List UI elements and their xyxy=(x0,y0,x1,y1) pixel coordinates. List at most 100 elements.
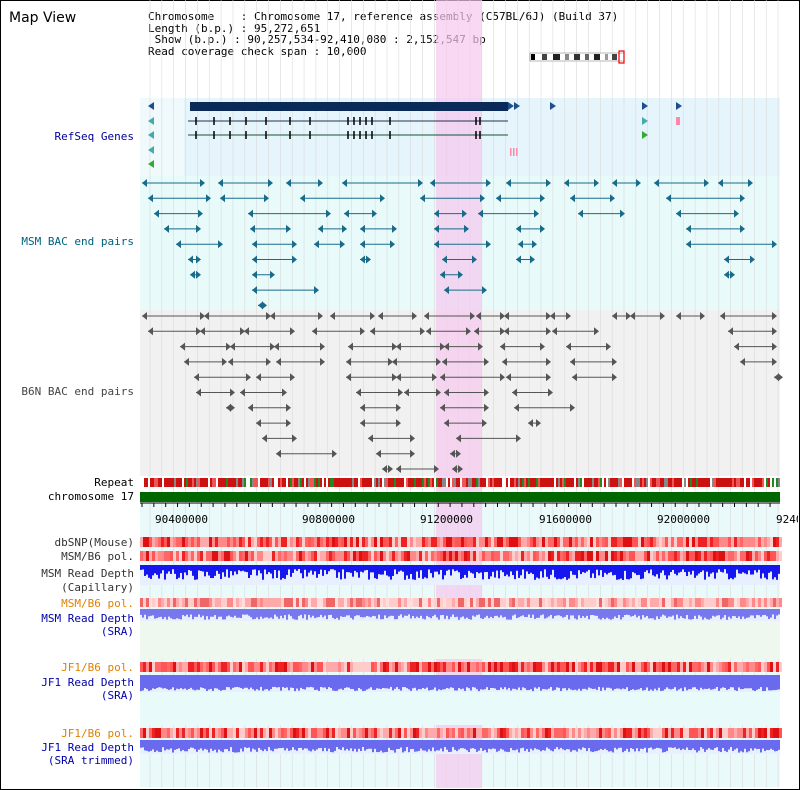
jf1-b6-pol-cell xyxy=(404,662,407,672)
repeat-segment xyxy=(360,478,362,487)
ruler-label-2: 90800000 xyxy=(302,513,355,526)
jf1-depth-trim-bar xyxy=(316,740,318,750)
jf1-b6-pol-cell xyxy=(617,662,620,672)
jf1-depth-sra-bar xyxy=(244,675,246,688)
repeat-segment xyxy=(704,478,706,487)
jf1-b6-pol-cell xyxy=(311,662,314,672)
jf1-b6-pol2-cell xyxy=(395,728,398,738)
msm-bac-pair-end xyxy=(148,194,153,203)
jf1-depth-sra-bar xyxy=(584,675,586,689)
jf1-depth-sra-bar xyxy=(702,675,704,690)
jf1-b6-pol-cell xyxy=(674,662,677,672)
jf1-depth-trim-bar xyxy=(724,740,726,751)
jf1-b6-pol2-cell xyxy=(173,728,176,738)
jf1-b6-pol-cell xyxy=(701,662,704,672)
jf1-depth-sra-bar xyxy=(484,675,486,690)
repeat-track[interactable] xyxy=(140,478,780,487)
jf1-depth-sra-bar xyxy=(230,675,232,690)
jf1-depth-trim-bar xyxy=(754,740,756,749)
msm-depth-sra-bar xyxy=(568,609,570,620)
b6n-bac-pair-end xyxy=(266,357,271,366)
repeat-segment xyxy=(724,478,726,487)
jf1-depth-sra-bar xyxy=(166,675,168,690)
jf1-b6-pol-cell xyxy=(353,662,356,672)
jf1-depth-trim-bar xyxy=(676,740,678,750)
jf1-depth-sra-bar xyxy=(176,675,178,689)
dbsnp-cell xyxy=(350,537,353,547)
dbsnp-cell xyxy=(371,537,374,547)
jf1-depth-trim-bar xyxy=(646,740,648,753)
jf1-depth-trim-bar xyxy=(202,740,204,751)
msm-depth-cap-bar xyxy=(464,565,466,575)
msm-depth-cap-bar xyxy=(396,565,398,575)
b6n-bac-pair-end xyxy=(500,373,505,382)
msm-bac-end-pairs-track[interactable] xyxy=(142,179,777,310)
jf1-b6-pol-cell xyxy=(626,662,629,672)
jf1-b6-pol-cell xyxy=(176,662,179,672)
msm-depth-sra-bar xyxy=(576,609,578,620)
msm-depth-sra-bar xyxy=(694,609,696,616)
dbsnp-cell xyxy=(353,537,356,547)
msm-depth-cap-bar xyxy=(300,565,302,574)
jf1-b6-pol-cell xyxy=(602,662,605,672)
msm-bac-pair-end xyxy=(220,194,225,203)
msm-depth-cap-bar xyxy=(746,565,748,575)
label-msm-b6-pol-1: MSM/B6 pol. xyxy=(61,550,134,563)
b6n-bac-pair-end xyxy=(676,312,681,320)
jf1-b6-pol2-cell xyxy=(764,728,767,738)
msm-b6-pol2-cell xyxy=(587,598,590,607)
msm-depth-sra-bar xyxy=(346,609,348,616)
msm-b6-pol-cell xyxy=(338,551,341,561)
msm-depth-sra-bar xyxy=(480,609,482,619)
repeat-segment xyxy=(412,478,414,487)
chromosome-ideogram[interactable] xyxy=(529,50,625,64)
jf1-depth-sra-bar xyxy=(646,675,648,688)
chromosome-17-bar[interactable] xyxy=(140,492,780,502)
jf1-b6-pol2-cell xyxy=(590,728,593,738)
jf1-b6-pol-cell xyxy=(428,662,431,672)
jf1-depth-sra-bar xyxy=(188,675,190,689)
repeat-segment xyxy=(512,478,514,487)
msm-b6-pol-cell xyxy=(584,551,587,561)
msm-depth-cap-bar xyxy=(402,565,404,572)
b6n-bac-end-pairs-track[interactable] xyxy=(142,312,783,473)
jf1-depth-trim-bar xyxy=(644,740,646,748)
msm-b6-pol2-cell xyxy=(761,598,764,607)
repeat-segment xyxy=(608,478,610,487)
msm-depth-cap-bar xyxy=(514,565,516,580)
msm-depth-cap-bar xyxy=(340,565,342,580)
label-jf1-b6-pol-2: JF1/B6 pol. xyxy=(61,727,134,740)
repeat-segment xyxy=(184,478,186,487)
b6n-bac-pair-end xyxy=(392,373,397,382)
jf1-depth-sra-bar xyxy=(602,675,604,688)
repeat-segment xyxy=(774,478,776,487)
jf1-depth-sra-bar xyxy=(548,675,550,689)
dbsnp-cell xyxy=(515,537,518,547)
jf1-b6-pol2-cell xyxy=(713,728,716,738)
msm-b6-pol2-cell xyxy=(554,598,557,607)
jf1-depth-sra-bar xyxy=(374,675,376,690)
repeat-segment xyxy=(164,478,166,487)
jf1-b6-pol-cell xyxy=(563,662,566,672)
jf1-depth-sra-bar xyxy=(622,675,624,689)
jf1-depth-sra-bar xyxy=(422,675,424,689)
b6n-bac-pair-end xyxy=(184,357,189,366)
jf1-depth-sra-bar xyxy=(408,675,410,690)
msm-depth-sra-bar xyxy=(258,609,260,620)
msm-depth-sra-bar xyxy=(446,609,448,616)
repeat-segment xyxy=(358,478,360,487)
repeat-segment xyxy=(430,478,432,487)
b6n-bac-pair-end xyxy=(286,419,291,428)
jf1-b6-pol-cell xyxy=(758,662,761,672)
b6n-bac-pair-end xyxy=(500,327,505,336)
msm-depth-cap-bar xyxy=(422,565,424,579)
jf1-depth-sra-bar xyxy=(298,675,300,691)
msm-b6-pol-cell xyxy=(356,551,359,561)
heat-tracks[interactable] xyxy=(140,537,782,754)
b6n-bac-pair-end xyxy=(570,357,575,366)
jf1-b6-pol-cell xyxy=(302,662,305,672)
jf1-depth-trim-bar xyxy=(390,740,392,751)
jf1-depth-sra-bar xyxy=(668,675,670,689)
repeat-segment xyxy=(670,478,672,487)
